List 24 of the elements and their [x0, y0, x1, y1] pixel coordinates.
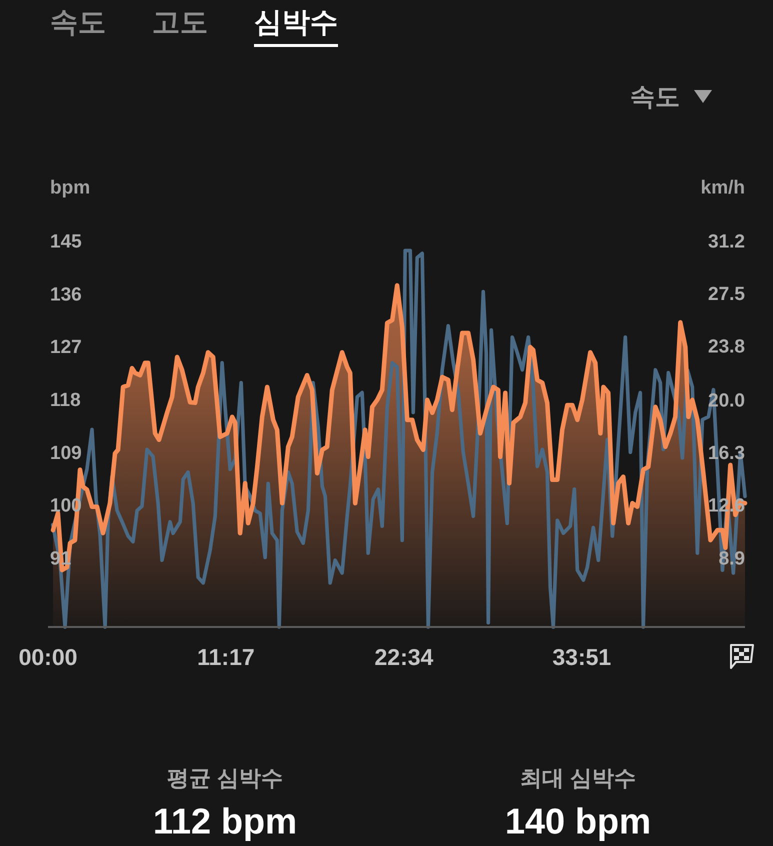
annotation: 최대 심박수 — [520, 766, 636, 790]
annotation: 속도 — [630, 83, 680, 111]
ytick: 91 — [50, 548, 72, 570]
y2tick: 27.5 — [708, 284, 745, 306]
ytick: 118 — [50, 390, 81, 411]
y2tick: 31.2 — [708, 232, 745, 252]
y2tick: 23.8 — [708, 336, 745, 358]
ytick: 109 — [50, 442, 82, 464]
xtick: 33:51 — [552, 644, 612, 670]
annotation: 고도 — [152, 6, 208, 38]
annotation: 112 bpm — [152, 800, 298, 842]
xtick: 00:00 — [18, 644, 78, 670]
ytick: 136 — [50, 284, 82, 306]
title: 심박수 — [254, 6, 338, 38]
annotation: 140 bpm — [504, 800, 652, 842]
annotation: 속도 — [50, 6, 106, 38]
ytick: 145 — [50, 232, 82, 252]
ylabel: bpm — [50, 178, 90, 198]
y2label: km/h — [700, 178, 745, 198]
ytick: 127 — [50, 337, 82, 358]
xtick: 11:17 — [197, 644, 255, 670]
xtick: 22:34 — [374, 644, 434, 670]
y2tick: 12.6 — [708, 496, 745, 517]
annotation: 평균 심박수 — [166, 766, 284, 790]
